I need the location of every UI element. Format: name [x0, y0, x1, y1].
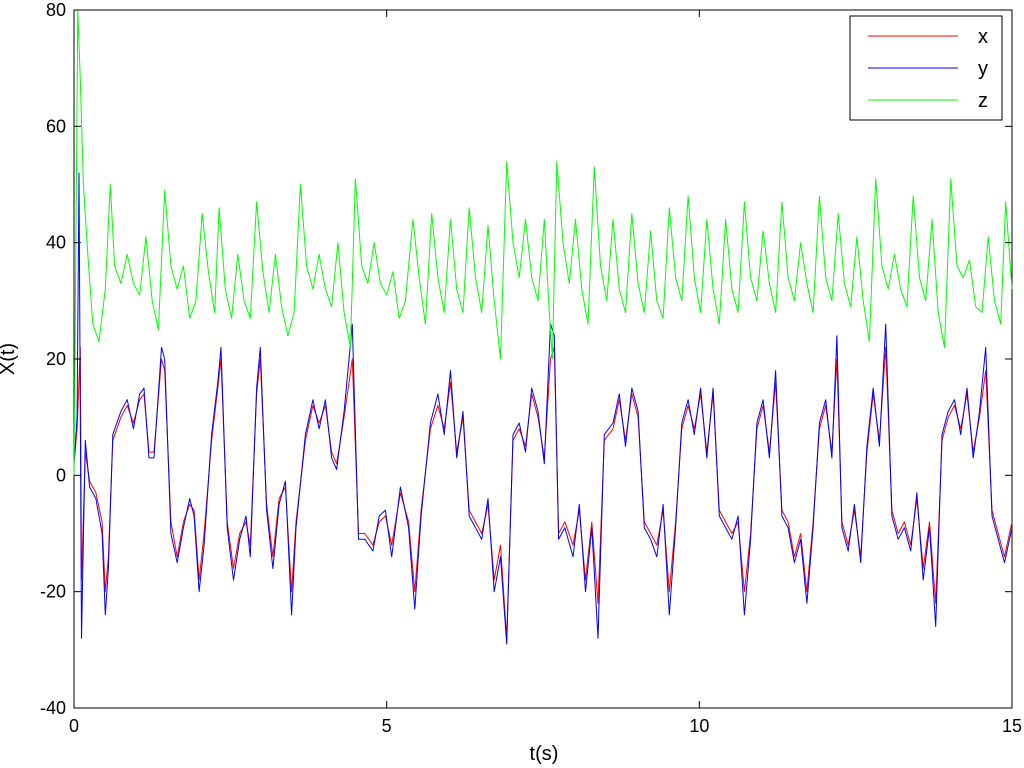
series-line-y	[73, 172, 1013, 645]
y-tick-label: -20	[40, 582, 66, 602]
x-axis-label: t(s)	[530, 743, 559, 765]
legend-label-z: z	[978, 90, 988, 112]
ticks-layer: 0 5 10 15 -40 -20 0 20 40 60 80	[40, 0, 1022, 736]
legend: xyz	[849, 15, 1003, 121]
plot-frame	[73, 9, 1013, 709]
x-tick-label: 0	[69, 716, 79, 736]
y-tick-label: 80	[46, 0, 66, 20]
plot-area	[73, 9, 1013, 709]
y-tick-label: 0	[56, 465, 66, 485]
series-layer	[73, 9, 1013, 645]
legend-label-y: y	[978, 58, 988, 80]
y-tick-label: -40	[40, 698, 66, 718]
y-tick-label: 60	[46, 116, 66, 136]
x-tick-label: 5	[382, 716, 392, 736]
y-axis-label: X(t)	[0, 343, 19, 375]
x-tick-label: 15	[1002, 716, 1022, 736]
series-line-z	[73, 9, 1013, 476]
x-tick-label: 10	[689, 716, 709, 736]
y-tick-label: 20	[46, 349, 66, 369]
legend-label-x: x	[978, 26, 988, 48]
y-tick-label: 40	[46, 233, 66, 253]
